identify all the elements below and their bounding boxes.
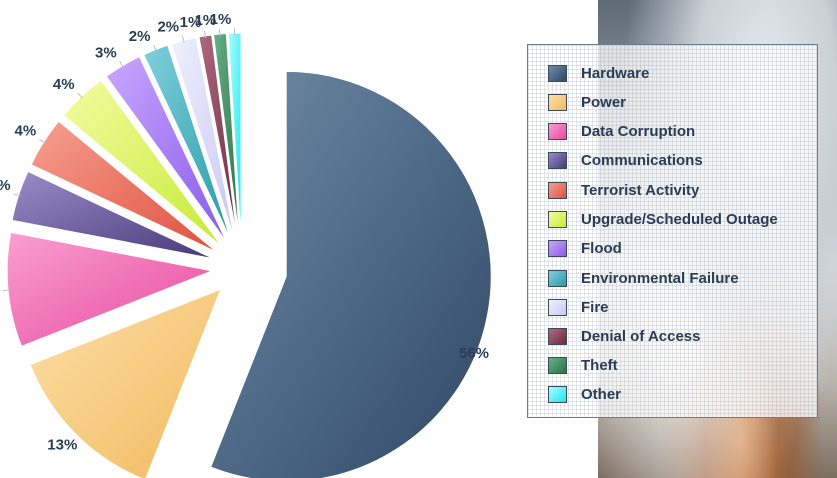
legend-label: Terrorist Activity: [581, 181, 700, 199]
leader-line-denial-of-access: [203, 30, 207, 38]
legend-item-denial-of-access: Denial of Access: [548, 325, 701, 347]
legend-swatch: [548, 93, 567, 111]
leader-line-fire: [181, 35, 185, 43]
legend-label: Fire: [581, 298, 609, 316]
pct-label-denial-of-access: 1%: [180, 14, 202, 31]
pie-slice-hardware: [210, 70, 492, 478]
leader-line-communications: [13, 193, 21, 197]
pie-chart: 56%13%9%4%4%4%3%2%2%1%1%1%: [0, 11, 492, 478]
legend-swatch: [548, 269, 567, 287]
legend-item-environmental-failure: Environmental Failure: [548, 267, 739, 289]
legend-label: Upgrade/Scheduled Outage: [581, 210, 778, 228]
legend-swatch: [548, 181, 567, 199]
leader-line-upgrade-scheduled-outage: [77, 92, 83, 99]
pct-label-environmental-failure: 2%: [129, 28, 151, 45]
legend-swatch: [548, 298, 567, 316]
legend-item-fire: Fire: [548, 296, 609, 318]
legend-item-hardware: Hardware: [548, 62, 649, 84]
leader-line-environmental-failure: [153, 44, 157, 52]
legend-item-terrorist-activity: Terrorist Activity: [548, 179, 699, 201]
legend-swatch: [548, 122, 567, 140]
legend-label: Other: [581, 385, 622, 403]
legend-swatch: [548, 64, 567, 82]
legend-label: Theft: [581, 356, 618, 374]
pct-label-communications: 4%: [0, 177, 11, 194]
legend-item-communications: Communications: [548, 149, 703, 171]
legend-label: Environmental Failure: [581, 269, 739, 287]
pct-label-power: 13%: [47, 437, 77, 454]
legend-item-upgrade-scheduled-outage: Upgrade/Scheduled Outage: [548, 208, 778, 230]
legend-label: Communications: [581, 151, 703, 169]
legend-label: Hardware: [581, 64, 650, 82]
legend-swatch: [548, 356, 567, 374]
leader-line-flood: [119, 61, 124, 68]
legend-label: Data Corruption: [581, 122, 696, 140]
legend-swatch: [548, 385, 567, 403]
legend-item-other: Other: [548, 383, 621, 405]
pct-label-flood: 3%: [95, 44, 117, 61]
pct-label-hardware: 56%: [459, 345, 489, 362]
legend-swatch: [548, 239, 567, 257]
legend-swatch: [548, 210, 567, 228]
pie-slice-power: [29, 288, 222, 478]
legend-item-theft: Theft: [548, 354, 618, 376]
pct-label-other: 1%: [210, 11, 232, 28]
legend-item-power: Power: [548, 91, 626, 113]
leader-line-theft: [218, 29, 221, 37]
pct-label-fire: 2%: [157, 19, 179, 36]
pct-label-upgrade-scheduled-outage: 4%: [53, 76, 75, 93]
pct-label-terrorist-activity: 4%: [15, 122, 37, 139]
legend: Hardware Power Data Corruption Communica…: [527, 44, 818, 418]
leader-line-data-corruption: [3, 289, 11, 292]
legend-item-data-corruption: Data Corruption: [548, 120, 695, 142]
legend-swatch: [548, 327, 567, 345]
legend-label: Power: [581, 93, 627, 111]
leader-line-terrorist-activity: [39, 138, 46, 144]
legend-item-flood: Flood: [548, 237, 622, 259]
legend-swatch: [548, 151, 567, 169]
legend-label: Denial of Access: [581, 327, 701, 345]
legend-label: Flood: [581, 239, 622, 257]
pct-label-theft: 1%: [195, 12, 217, 29]
